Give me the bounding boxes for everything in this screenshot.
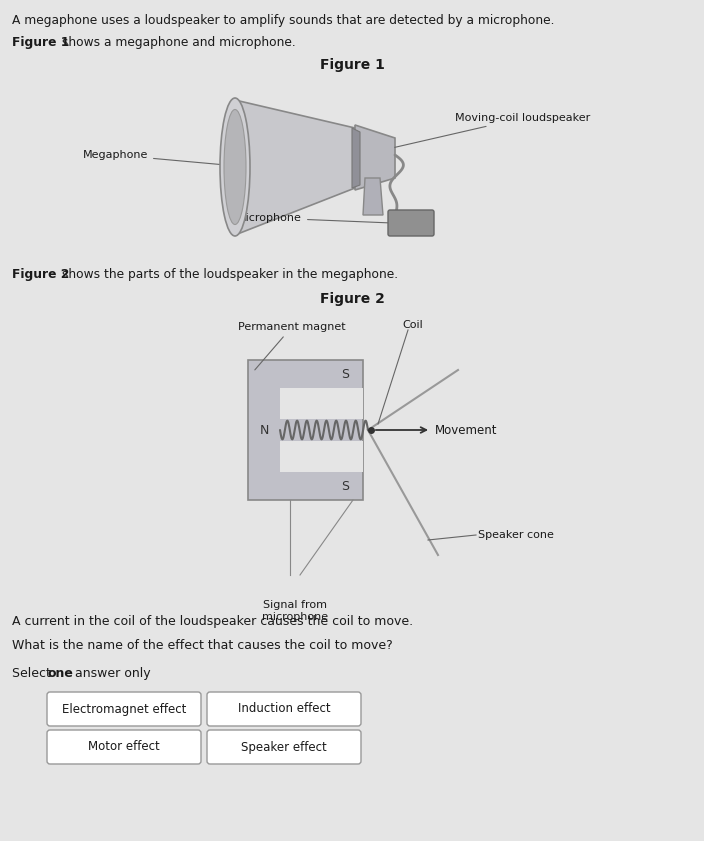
FancyBboxPatch shape — [47, 730, 201, 764]
FancyBboxPatch shape — [280, 388, 363, 419]
Text: one: one — [47, 667, 73, 680]
FancyBboxPatch shape — [248, 360, 363, 500]
Text: Speaker effect: Speaker effect — [241, 740, 327, 754]
Text: A megaphone uses a loudspeaker to amplify sounds that are detected by a micropho: A megaphone uses a loudspeaker to amplif… — [12, 14, 555, 27]
Polygon shape — [352, 128, 360, 188]
Text: Moving-coil loudspeaker: Moving-coil loudspeaker — [395, 113, 590, 147]
Text: What is the name of the effect that causes the coil to move?: What is the name of the effect that caus… — [12, 639, 393, 652]
Polygon shape — [363, 178, 383, 215]
Text: Figure 1: Figure 1 — [320, 58, 384, 72]
Polygon shape — [235, 100, 355, 235]
Ellipse shape — [224, 109, 246, 225]
Text: Select: Select — [12, 667, 55, 680]
Polygon shape — [355, 125, 395, 190]
FancyBboxPatch shape — [47, 692, 201, 726]
Text: shows a megaphone and microphone.: shows a megaphone and microphone. — [58, 36, 296, 49]
Text: Induction effect: Induction effect — [238, 702, 330, 716]
Text: N: N — [259, 424, 269, 436]
FancyBboxPatch shape — [280, 441, 363, 472]
Text: A current in the coil of the loudspeaker causes the coil to move.: A current in the coil of the loudspeaker… — [12, 615, 413, 628]
Text: S: S — [341, 368, 349, 380]
Text: Figure 2: Figure 2 — [320, 292, 384, 306]
Text: Figure 2: Figure 2 — [12, 268, 70, 281]
FancyBboxPatch shape — [207, 692, 361, 726]
Ellipse shape — [220, 98, 250, 236]
Text: Signal from
microphone: Signal from microphone — [262, 600, 328, 621]
Text: Electromagnet effect: Electromagnet effect — [62, 702, 186, 716]
Text: Permanent magnet: Permanent magnet — [238, 322, 346, 370]
Text: Speaker cone: Speaker cone — [478, 530, 554, 540]
Text: answer only: answer only — [71, 667, 151, 680]
Text: shows the parts of the loudspeaker in the megaphone.: shows the parts of the loudspeaker in th… — [58, 268, 398, 281]
Text: Coil: Coil — [403, 320, 423, 330]
Text: Figure 1: Figure 1 — [12, 36, 70, 49]
Text: Motor effect: Motor effect — [88, 740, 160, 754]
FancyBboxPatch shape — [207, 730, 361, 764]
Text: Microphone: Microphone — [237, 213, 389, 223]
Text: Movement: Movement — [435, 424, 498, 436]
Text: S: S — [341, 479, 349, 493]
FancyBboxPatch shape — [388, 210, 434, 236]
Text: Megaphone: Megaphone — [82, 150, 245, 167]
